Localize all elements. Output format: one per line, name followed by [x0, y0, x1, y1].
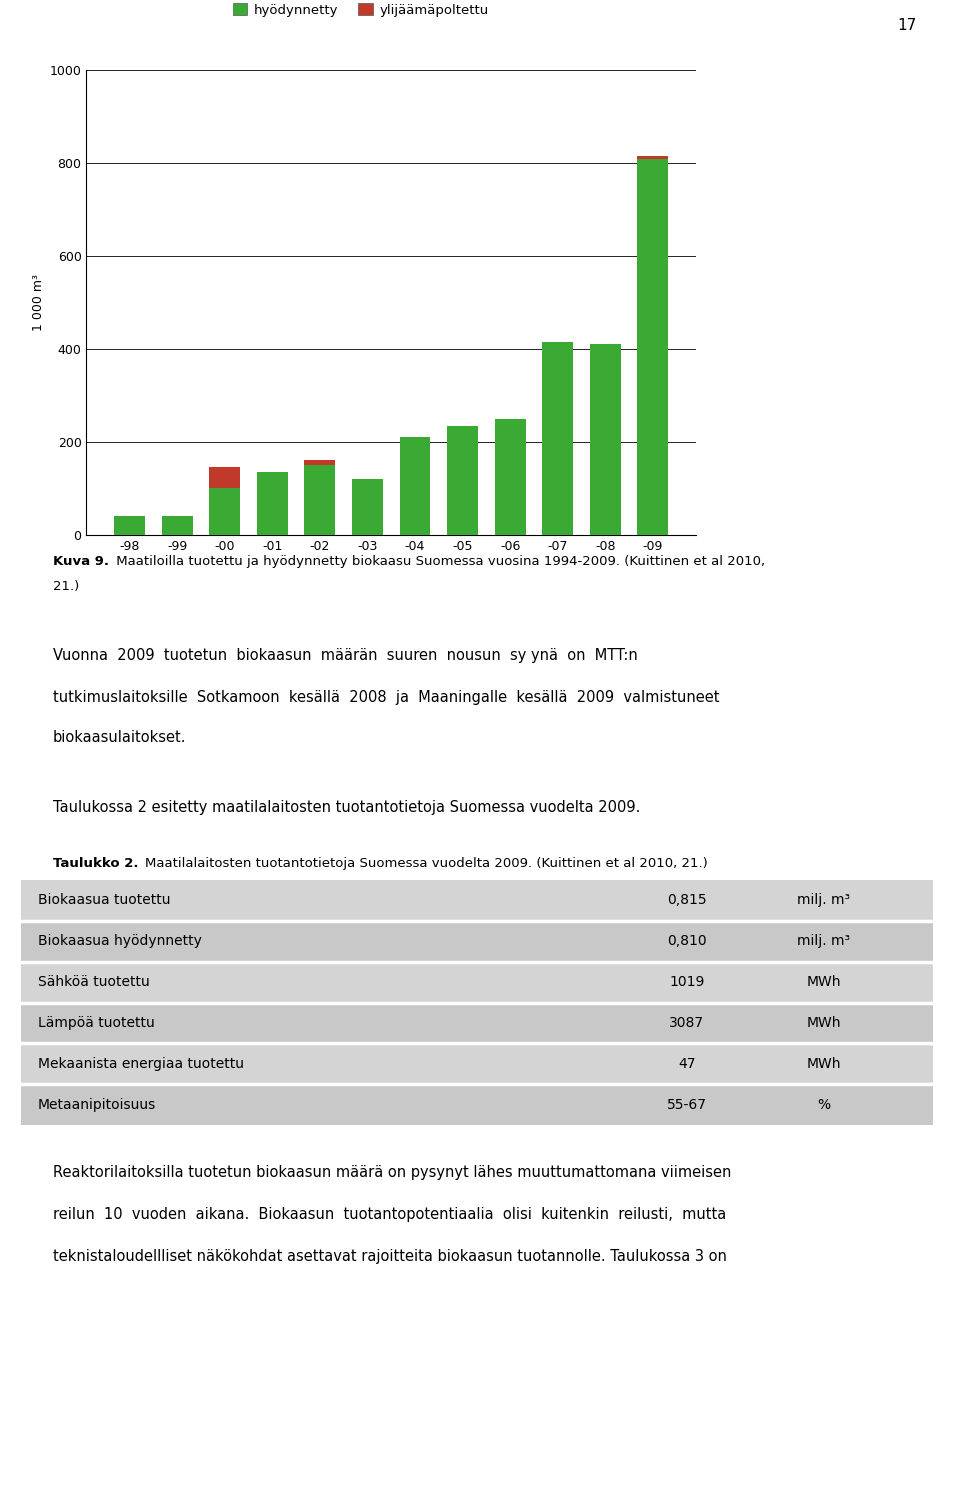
- Bar: [447, 425, 478, 535]
- Text: 0,810: 0,810: [667, 935, 707, 948]
- Text: Mekaanista energiaa tuotettu: Mekaanista energiaa tuotettu: [37, 1056, 244, 1071]
- Text: reilun  10  vuoden  aikana.  Biokaasun  tuotantopotentiaalia  olisi  kuitenkin  : reilun 10 vuoden aikana. Biokaasun tuota…: [53, 1207, 726, 1222]
- Bar: [494, 419, 525, 535]
- Y-axis label: 1 000 m³: 1 000 m³: [33, 274, 45, 331]
- Text: 47: 47: [678, 1056, 696, 1071]
- Bar: [209, 467, 240, 488]
- Bar: [21, 962, 933, 1002]
- Bar: [352, 479, 383, 535]
- Text: 3087: 3087: [669, 1016, 705, 1031]
- Bar: [257, 472, 288, 535]
- Bar: [21, 879, 933, 921]
- Bar: [589, 345, 621, 535]
- Bar: [114, 517, 145, 535]
- Text: Vuonna  2009  tuotetun  biokaasun  määrän  suuren  nousun  sy ynä  on  MTT:n: Vuonna 2009 tuotetun biokaasun määrän su…: [53, 649, 637, 664]
- Text: 21.): 21.): [53, 580, 79, 593]
- Text: Sähköä tuotettu: Sähköä tuotettu: [37, 975, 150, 989]
- Text: Maatilalaitosten tuotantotietoja Suomessa vuodelta 2009. (Kuittinen et al 2010, : Maatilalaitosten tuotantotietoja Suomess…: [145, 857, 708, 870]
- Text: Reaktorilaitoksilla tuotetun biokaasun määrä on pysynyt lähes muuttumattomana vi: Reaktorilaitoksilla tuotetun biokaasun m…: [53, 1165, 732, 1180]
- Bar: [399, 437, 430, 535]
- Bar: [637, 159, 668, 535]
- Bar: [542, 342, 573, 535]
- Legend: hyödynnetty, ylijäämäpoltettu: hyödynnetty, ylijäämäpoltettu: [228, 0, 493, 22]
- Text: MWh: MWh: [806, 975, 841, 989]
- Text: Biokaasua tuotettu: Biokaasua tuotettu: [37, 893, 170, 908]
- Bar: [21, 1002, 933, 1043]
- Text: Taulukossa 2 esitetty maatilalaitosten tuotantotietoja Suomessa vuodelta 2009.: Taulukossa 2 esitetty maatilalaitosten t…: [53, 800, 640, 815]
- Text: MWh: MWh: [806, 1056, 841, 1071]
- Text: Metaanipitoisuus: Metaanipitoisuus: [37, 1098, 156, 1112]
- Bar: [161, 517, 193, 535]
- Text: teknistaloudellliset näkökohdat asettavat rajoitteita biokaasun tuotannolle. Tau: teknistaloudellliset näkökohdat asettava…: [53, 1249, 727, 1264]
- Text: Kuva 9.: Kuva 9.: [53, 554, 108, 568]
- Text: tutkimuslaitoksille  Sotkamoon  kesällä  2008  ja  Maaningalle  kesällä  2009  v: tutkimuslaitoksille Sotkamoon kesällä 20…: [53, 691, 719, 706]
- Text: Maatiloilla tuotettu ja hyödynnetty biokaasu Suomessa vuosina 1994-2009. (Kuitti: Maatiloilla tuotettu ja hyödynnetty biok…: [112, 554, 765, 568]
- Text: Taulukko 2.: Taulukko 2.: [53, 857, 138, 870]
- Text: %: %: [817, 1098, 830, 1112]
- Text: 55-67: 55-67: [667, 1098, 707, 1112]
- Text: 1019: 1019: [669, 975, 705, 989]
- Text: Lämpöä tuotettu: Lämpöä tuotettu: [37, 1016, 155, 1031]
- Bar: [209, 488, 240, 535]
- Text: 0,815: 0,815: [667, 893, 707, 908]
- Bar: [21, 921, 933, 962]
- Bar: [637, 156, 668, 159]
- Bar: [304, 460, 335, 464]
- Bar: [21, 1043, 933, 1085]
- Text: milj. m³: milj. m³: [797, 893, 851, 908]
- Text: Biokaasua hyödynnetty: Biokaasua hyödynnetty: [37, 935, 202, 948]
- Text: milj. m³: milj. m³: [797, 935, 851, 948]
- Bar: [304, 464, 335, 535]
- Text: biokaasulaitokset.: biokaasulaitokset.: [53, 730, 186, 745]
- Text: 17: 17: [898, 18, 917, 33]
- Text: MWh: MWh: [806, 1016, 841, 1031]
- Bar: [21, 1085, 933, 1125]
